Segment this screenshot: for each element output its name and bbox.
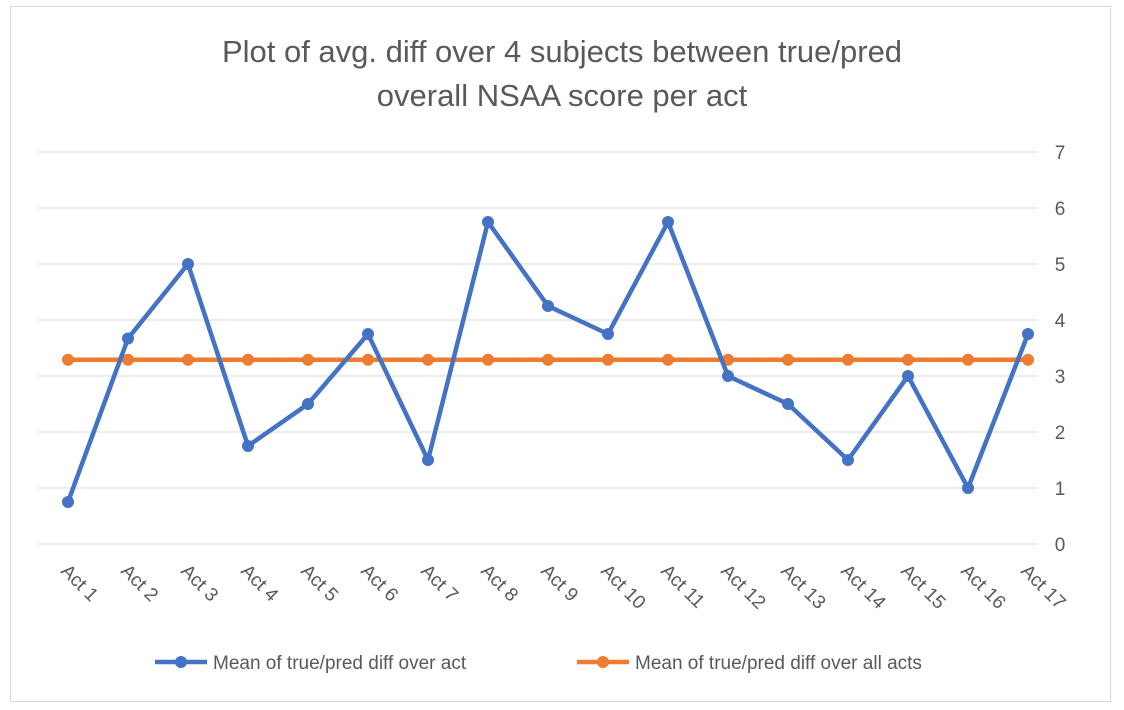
series-1-point [842, 454, 854, 466]
x-tick-label: Act 1 [56, 561, 101, 606]
x-tick-label: Act 4 [236, 561, 282, 607]
x-tick-label: Act 11 [656, 561, 708, 613]
x-tick-label: Act 7 [416, 561, 461, 606]
x-tick-label: Act 3 [176, 561, 221, 606]
x-tick-label: Act 10 [596, 561, 649, 614]
x-tick-label: Act 17 [1016, 561, 1069, 614]
series-1-point [722, 370, 734, 382]
series-1-point [902, 370, 914, 382]
series-1-point [542, 300, 554, 312]
x-tick-label: Act 9 [536, 561, 581, 606]
x-axis-ticks: Act 1 Act 2 Act 3 Act 4 Act 5 Act 6 Act 7 Act 8… [56, 561, 1069, 614]
series-1-point [662, 216, 674, 228]
chart-title-line-2: overall NSAA score per act [376, 78, 748, 113]
series-1-point [1022, 328, 1034, 340]
series-1-point [182, 258, 194, 270]
x-tick-label: Act 2 [116, 561, 161, 606]
legend-label: Mean of true/pred diff over act [213, 653, 467, 674]
series-2-point [1022, 353, 1034, 366]
x-tick-label: Act 13 [776, 561, 829, 614]
x-tick-label: Act 12 [716, 561, 769, 614]
series-1-point [602, 328, 614, 340]
y-tick-label: 2 [1055, 423, 1066, 444]
series-2-point [542, 353, 554, 366]
chart-title: Plot of avg. diff over 4 subjects betwee… [0, 30, 1124, 118]
series-2-point [62, 353, 74, 366]
series-1-point [782, 398, 794, 410]
series-2-point [662, 353, 674, 366]
y-tick-label: 5 [1055, 255, 1066, 276]
y-axis-ticks: 0 1 2 3 4 5 6 7 [1055, 143, 1066, 556]
legend-label: Mean of true/pred diff over all acts [635, 653, 922, 674]
series-2-point [302, 353, 314, 366]
series-2-point [782, 353, 794, 366]
series-1-point [122, 332, 134, 345]
series-2-point [842, 353, 854, 366]
series-1-point [482, 216, 494, 228]
y-tick-label: 6 [1055, 199, 1066, 220]
series-2-point [602, 353, 614, 366]
series-2-point [902, 353, 914, 366]
x-tick-label: Act 15 [896, 561, 949, 614]
x-tick-label: Act 16 [956, 561, 1009, 614]
x-tick-label: Act 14 [836, 561, 889, 614]
series-1-point [962, 482, 974, 494]
x-tick-label: Act 6 [356, 561, 401, 606]
series-2-point [422, 353, 434, 366]
series-2-point [482, 353, 494, 366]
series-2-point [182, 353, 194, 366]
x-tick-label: Act 8 [476, 561, 521, 606]
series-1-point [62, 496, 74, 508]
legend-swatch-marker [175, 656, 187, 668]
gridlines [38, 151, 1038, 545]
y-tick-label: 0 [1055, 535, 1066, 556]
series-1-point [422, 454, 434, 466]
y-tick-label: 7 [1055, 143, 1066, 164]
legend: Mean of true/pred diff over act Mean of t… [155, 653, 922, 674]
legend-swatch-marker [597, 656, 609, 668]
series-1-point [362, 328, 374, 340]
series-1-point [242, 440, 254, 452]
y-tick-label: 1 [1055, 479, 1066, 500]
y-tick-label: 4 [1055, 311, 1066, 332]
series-2-point [962, 353, 974, 366]
series-1-point [302, 398, 314, 410]
y-tick-label: 3 [1055, 367, 1066, 388]
series-2-point [362, 353, 374, 366]
chart-title-line-1: Plot of avg. diff over 4 subjects betwee… [221, 34, 903, 69]
chart-frame [10, 6, 1111, 702]
x-tick-label: Act 5 [296, 561, 341, 606]
series-2-point [122, 353, 134, 366]
series-layer [62, 216, 1034, 508]
series-2-point [242, 353, 254, 366]
